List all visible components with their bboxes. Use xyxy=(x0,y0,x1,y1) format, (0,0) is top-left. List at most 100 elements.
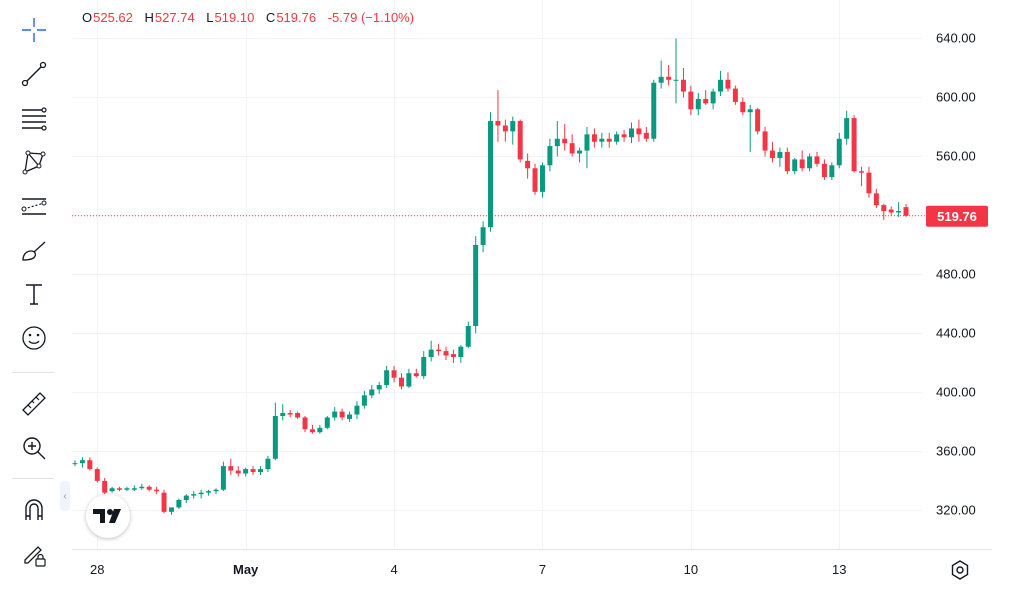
candle-body xyxy=(547,146,553,166)
candle-body xyxy=(206,491,212,493)
candle-body xyxy=(554,138,560,147)
x-tick-label: May xyxy=(233,562,259,577)
candle-body xyxy=(168,507,174,512)
candle-body xyxy=(495,121,501,126)
x-tick-label: 10 xyxy=(684,562,698,577)
candle-body xyxy=(220,466,226,490)
x-tick-label: 13 xyxy=(832,562,846,577)
candle-body xyxy=(87,460,93,470)
candle-body xyxy=(309,429,315,433)
candle-body xyxy=(391,370,397,378)
pattern-icon[interactable] xyxy=(14,144,54,180)
candle-body xyxy=(131,488,137,490)
lock-drawings-icon[interactable] xyxy=(14,536,54,572)
candle-body xyxy=(243,469,249,474)
candle-body xyxy=(643,132,649,139)
candle-body xyxy=(361,395,367,406)
candle-body xyxy=(636,128,642,135)
tradingview-logo[interactable] xyxy=(86,494,130,538)
candle-body xyxy=(591,134,597,142)
candle-body xyxy=(532,168,538,192)
magnet-icon[interactable] xyxy=(14,492,54,528)
candle-body xyxy=(376,385,382,390)
tv-logo-icon xyxy=(93,509,121,523)
candle-body xyxy=(888,209,894,213)
candle-body xyxy=(324,417,330,428)
y-tick-label: 560.00 xyxy=(936,148,976,163)
candle-body xyxy=(154,489,160,492)
candle-body xyxy=(769,150,775,158)
candle-body xyxy=(94,469,100,481)
candle-body xyxy=(287,413,293,415)
candle-body xyxy=(777,152,783,158)
zoom-in-icon[interactable] xyxy=(14,430,54,466)
candle-body xyxy=(272,415,278,459)
candle-body xyxy=(539,165,545,192)
candle-body xyxy=(829,165,835,178)
settings-gear-icon[interactable] xyxy=(948,558,972,582)
candle-body xyxy=(109,488,115,492)
candle-body xyxy=(480,227,486,245)
candle-body xyxy=(191,494,197,496)
emoji-icon[interactable] xyxy=(14,320,54,356)
candle-body xyxy=(851,118,857,172)
candle-body xyxy=(302,417,308,430)
ohlc-legend: O525.62 H527.74 L519.10 C519.76 -5.79 (−… xyxy=(82,10,414,25)
x-tick-label: 28 xyxy=(90,562,104,577)
candle-body xyxy=(317,427,323,433)
candle-body xyxy=(176,500,182,508)
candle-body xyxy=(295,413,301,418)
y-tick-label: 440.00 xyxy=(936,325,976,340)
candle-body xyxy=(584,134,590,151)
ruler-icon[interactable] xyxy=(14,386,54,422)
candle-body xyxy=(569,143,575,154)
projection-icon[interactable] xyxy=(14,188,54,224)
candle-body xyxy=(517,121,523,160)
candle-body xyxy=(629,128,634,138)
candle-body xyxy=(79,460,85,464)
candle-body xyxy=(710,91,716,104)
fib-retracement-icon[interactable] xyxy=(14,100,54,136)
candle-body xyxy=(228,466,234,471)
text-icon[interactable] xyxy=(14,276,54,312)
candle-body xyxy=(599,138,605,142)
open-value: 525.62 xyxy=(93,10,133,25)
candle-body xyxy=(896,211,902,213)
candle-body xyxy=(235,470,241,474)
trend-line-icon[interactable] xyxy=(14,56,54,92)
high-value: 527.74 xyxy=(154,10,195,25)
candle-body xyxy=(102,480,108,493)
y-tick-label: 400.00 xyxy=(936,384,976,399)
candle-body xyxy=(502,125,508,132)
candle-body xyxy=(859,171,865,173)
last-price-label: 519.76 xyxy=(937,209,977,224)
x-tick-label: 4 xyxy=(390,562,397,577)
low-value: 519.10 xyxy=(214,10,255,25)
y-tick-label: 480.00 xyxy=(936,266,976,281)
brush-icon[interactable] xyxy=(14,232,54,268)
candle-body xyxy=(450,354,456,358)
candle-body xyxy=(651,82,657,139)
candle-body xyxy=(807,156,813,169)
open-label: O xyxy=(82,10,93,25)
crosshair-icon[interactable] xyxy=(14,12,54,48)
candle-body xyxy=(740,101,746,113)
x-tick-label: 7 xyxy=(539,562,546,577)
candle-body xyxy=(488,121,494,228)
candle-body xyxy=(443,351,449,356)
candle-body xyxy=(406,373,412,387)
y-tick-label: 360.00 xyxy=(936,443,976,458)
candle-body xyxy=(384,370,390,386)
candle-body xyxy=(265,458,271,470)
candle-body xyxy=(577,150,583,154)
candle-body xyxy=(680,79,686,92)
candle-body xyxy=(562,138,568,144)
high-label: H xyxy=(144,10,154,25)
candle-body xyxy=(695,98,701,110)
candle-body xyxy=(525,160,531,169)
candle-body xyxy=(866,172,872,194)
collapse-toolbar-button[interactable]: ‹ xyxy=(60,481,70,511)
candle-body xyxy=(413,373,419,377)
candle-body xyxy=(836,138,842,166)
